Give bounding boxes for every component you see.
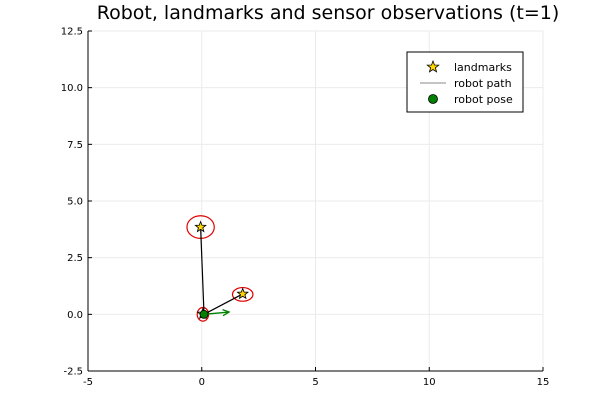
x-tick-label: 10	[423, 377, 436, 388]
y-tick-label: 12.5	[61, 27, 83, 38]
x-tick-label: 0	[199, 377, 205, 388]
legend-label: robot path	[454, 77, 512, 90]
x-tick-label: 5	[312, 377, 318, 388]
chart-title: Robot, landmarks and sensor observations…	[97, 2, 560, 24]
y-tick-label: 0.0	[67, 310, 83, 321]
legend-label: landmarks	[454, 61, 512, 74]
y-tick-label: 7.5	[67, 140, 83, 151]
legend-box	[406, 51, 524, 113]
observation-lines	[200, 227, 243, 315]
data-marks	[194, 220, 250, 320]
axes	[87, 30, 544, 372]
y-tick-label: 10.0	[61, 83, 83, 94]
tick-labels: -5 0 5 10 15 -2.5 0.0 2.5 5.0 7.5 10.0 12.5	[61, 27, 550, 389]
landmark-star	[194, 220, 207, 233]
robot-pose-point	[199, 309, 209, 319]
y-tick-label: -2.5	[63, 367, 83, 378]
legend: landmarks robot path robot pose	[406, 51, 524, 113]
robot-heading-arrowhead	[222, 308, 231, 317]
observation-line	[200, 227, 205, 315]
observation-line	[203, 293, 243, 315]
y-tick-label: 2.5	[67, 253, 83, 264]
legend-circle-icon	[428, 94, 438, 104]
x-tick-label: -5	[83, 377, 93, 388]
y-tick-label: 5.0	[67, 197, 83, 208]
legend-star-icon	[426, 59, 440, 73]
x-tick-label: 15	[537, 377, 550, 388]
legend-label: robot pose	[454, 93, 513, 106]
landmark-star	[236, 287, 250, 300]
